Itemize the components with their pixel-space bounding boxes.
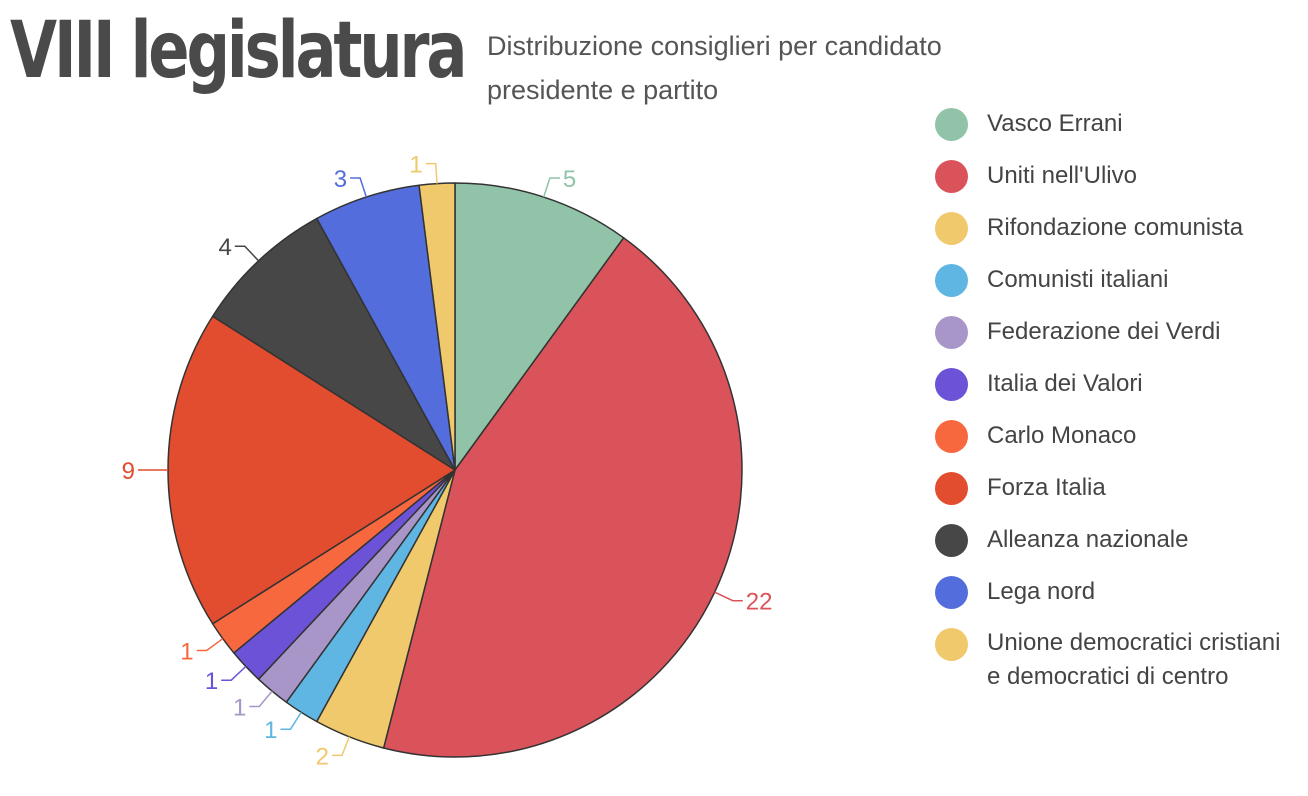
legend-label: Carlo Monaco	[987, 422, 1137, 449]
legend-item-alleanza-nazionale: Alleanza nazionale	[935, 518, 1305, 570]
legend-label: Comunisti italiani	[987, 266, 1169, 293]
pie-slices	[167, 182, 743, 758]
legend-swatch	[935, 160, 968, 193]
legend-swatch	[935, 420, 968, 453]
legend-item-unione-democratici-cristiani-e-democratici-di-centro: Unione democratici cristiani e democrati…	[935, 622, 1305, 702]
pie-data-label: 5	[563, 166, 576, 193]
pie-leader-line	[221, 665, 247, 681]
legend-label: Alleanza nazionale	[987, 526, 1189, 553]
legend-swatch	[935, 212, 968, 245]
pie-data-label: 22	[746, 589, 773, 616]
legend-swatch	[935, 368, 968, 401]
pie-data-label: 1	[180, 639, 193, 666]
pie-leader-line	[332, 736, 350, 757]
legend-swatch	[935, 108, 968, 141]
pie-leader-line	[425, 162, 438, 184]
legend-swatch	[935, 472, 968, 505]
legend-item-forza-italia: Forza Italia	[935, 466, 1305, 518]
pie-data-label: 9	[122, 458, 135, 485]
pie-label-leaders	[138, 162, 743, 757]
pie-data-label: 2	[316, 743, 329, 770]
legend-label: Forza Italia	[987, 474, 1106, 501]
pie-leader-line	[542, 177, 560, 198]
legend-swatch	[935, 316, 968, 349]
pie-leader-line	[234, 245, 260, 262]
legend-label: Unione democratici cristiani e democrati…	[987, 629, 1281, 690]
pie-leader-line	[196, 638, 224, 652]
page-title: VIII legislatura	[10, 6, 467, 96]
pie-leader-line	[350, 177, 368, 198]
pie-data-label: 1	[233, 695, 246, 722]
pie-data-label: 1	[264, 717, 277, 744]
legend-label: Uniti nell'Ulivo	[987, 162, 1137, 189]
legend-swatch	[935, 524, 968, 557]
pie-slice-uniti-nell-ulivo	[382, 237, 743, 758]
pie-slice-forza-italia	[167, 315, 456, 625]
legend-item-lega-nord: Lega nord	[935, 570, 1305, 622]
legend-swatch	[935, 628, 968, 661]
legend-label: Lega nord	[987, 578, 1096, 605]
legend-item-rifondazione-comunista: Rifondazione comunista	[935, 206, 1305, 258]
legend-label: Italia dei Valori	[987, 370, 1143, 397]
pie-slice-alleanza-nazionale	[211, 217, 456, 471]
legend-item-federazione-dei-verdi: Federazione dei Verdi	[935, 310, 1305, 362]
pie-data-label: 4	[218, 234, 231, 261]
legend-item-italia-dei-valori: Italia dei Valori	[935, 362, 1305, 414]
legend-item-uniti-nell-ulivo: Uniti nell'Ulivo	[935, 154, 1305, 206]
pie-leader-line	[714, 591, 743, 602]
chart-legend: Vasco Errani Uniti nell'Ulivo Rifondazione…	[935, 102, 1305, 702]
legend-swatch	[935, 576, 968, 609]
pie-data-label: 3	[334, 166, 347, 193]
legend-label: Federazione dei Verdi	[987, 318, 1221, 345]
page-subtitle: Distribuzione consiglieri per candidato …	[487, 31, 942, 105]
legend-swatch	[935, 264, 968, 297]
pie-data-label: 1	[409, 152, 422, 179]
pie-data-label: 1	[205, 668, 218, 695]
legend-label: Vasco Errani	[987, 110, 1123, 137]
legend-item-vasco-errani: Vasco Errani	[935, 102, 1305, 154]
pie-leader-line	[280, 711, 302, 730]
pie-slice-vasco-errani	[454, 182, 625, 471]
legend-item-carlo-monaco: Carlo Monaco	[935, 414, 1305, 466]
legend-label: Rifondazione comunista	[987, 214, 1244, 241]
legend-item-comunisti-italiani: Comunisti italiani	[935, 258, 1305, 310]
pie-leader-line	[249, 690, 273, 708]
